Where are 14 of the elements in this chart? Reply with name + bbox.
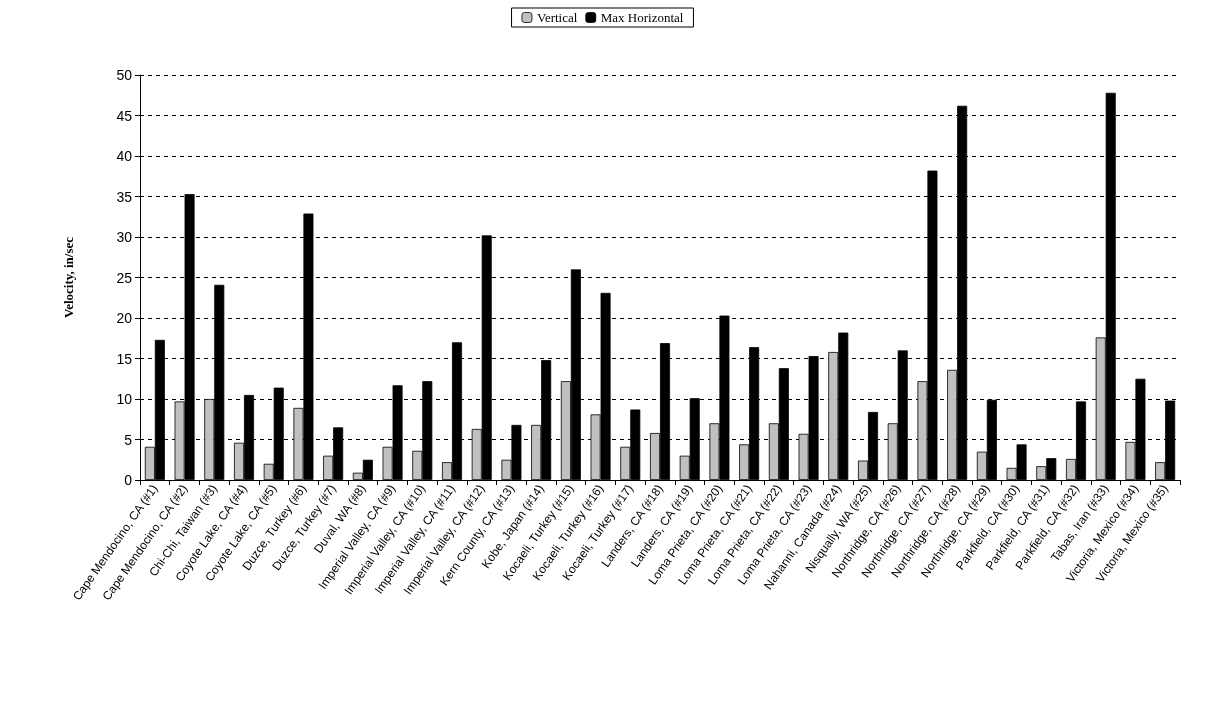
y-tick-label: 30 bbox=[116, 229, 133, 245]
y-tick-label: 0 bbox=[124, 472, 133, 488]
y-tick-label: 45 bbox=[116, 107, 133, 124]
y-axis-title: Velocity, in/sec bbox=[61, 236, 76, 319]
legend-label: Vertical bbox=[536, 10, 578, 25]
y-tick-label: 35 bbox=[116, 188, 133, 205]
y-tick-label: 20 bbox=[116, 310, 133, 326]
legend-label: Max Horizontal bbox=[600, 10, 684, 25]
y-tick-label: 5 bbox=[124, 431, 133, 448]
y-tick-label: 15 bbox=[116, 350, 133, 367]
y-tick-label: 10 bbox=[116, 391, 133, 407]
y-tick-label: 50 bbox=[116, 67, 133, 83]
y-tick-label: 40 bbox=[116, 148, 133, 164]
y-tick-label: 25 bbox=[116, 269, 133, 286]
